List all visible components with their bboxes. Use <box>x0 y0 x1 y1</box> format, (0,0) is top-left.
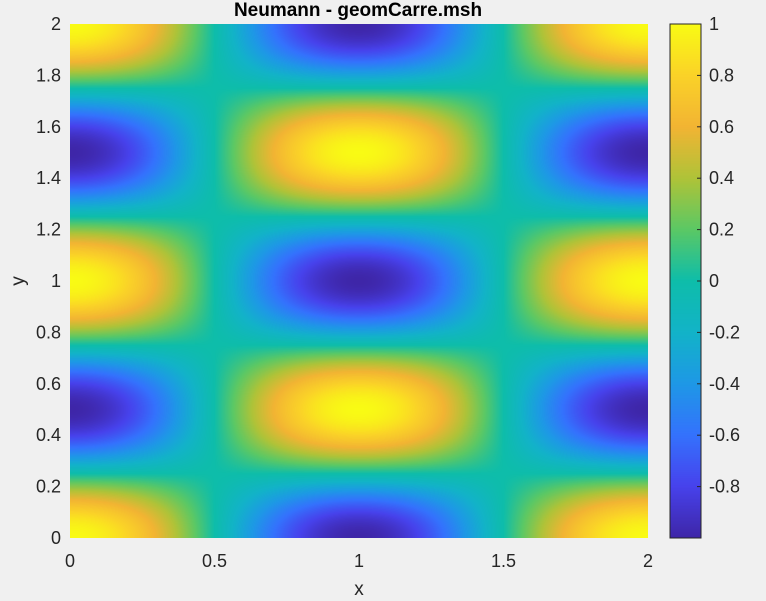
y-tick-label: 1 <box>51 271 61 291</box>
colorbar-tick-label: -0.2 <box>709 322 740 342</box>
colorbar: 1 0.8 0.6 0.4 0.2 0 -0.2 -0.4 -0.6 -0.8 <box>669 14 740 539</box>
x-tick-label: 2 <box>643 551 653 571</box>
x-axis: 0 0.5 1 1.5 2 <box>65 551 653 571</box>
x-tick-label: 1.5 <box>491 551 516 571</box>
y-tick-label: 2 <box>51 14 61 34</box>
colorbar-ticks: 1 0.8 0.6 0.4 0.2 0 -0.2 -0.4 -0.6 -0.8 <box>697 14 740 497</box>
y-tick-label: 0.2 <box>36 477 61 497</box>
x-tick-label: 0 <box>65 551 75 571</box>
y-tick-label: 1.6 <box>36 117 61 137</box>
heatmap-canvas <box>70 24 648 538</box>
y-axis-label: y <box>8 276 29 286</box>
colorbar-canvas <box>670 24 701 538</box>
y-tick-label: 1.8 <box>36 65 61 85</box>
y-tick-label: 0 <box>51 528 61 548</box>
plot-area <box>70 24 648 538</box>
x-axis-label: x <box>354 579 364 600</box>
colorbar-tick-label: 0.8 <box>709 65 734 85</box>
colorbar-tick-label: 1 <box>709 14 719 34</box>
colorbar-tick-label: 0 <box>709 271 719 291</box>
y-tick-label: 0.4 <box>36 425 61 445</box>
y-tick-label: 0.6 <box>36 374 61 394</box>
colorbar-tick-label: 0.2 <box>709 220 734 240</box>
colorbar-tick-label: -0.8 <box>709 477 740 497</box>
y-axis: 0 0.2 0.4 0.6 0.8 1 1.2 1.4 1.6 1.8 2 <box>36 14 61 548</box>
y-tick-label: 1.4 <box>36 168 61 188</box>
y-tick-label: 1.2 <box>36 220 61 240</box>
colorbar-gradient <box>670 24 701 538</box>
y-tick-label: 0.8 <box>36 322 61 342</box>
colorbar-tick-label: 0.4 <box>709 168 734 188</box>
colorbar-tick-label: -0.4 <box>709 374 740 394</box>
x-tick-label: 0.5 <box>202 551 227 571</box>
heatmap-field <box>70 24 648 538</box>
x-tick-label: 1 <box>354 551 364 571</box>
colorbar-tick-label: 0.6 <box>709 117 734 137</box>
colorbar-tick-label: -0.6 <box>709 425 740 445</box>
chart-title: Neumann - geomCarre.msh <box>234 0 482 21</box>
